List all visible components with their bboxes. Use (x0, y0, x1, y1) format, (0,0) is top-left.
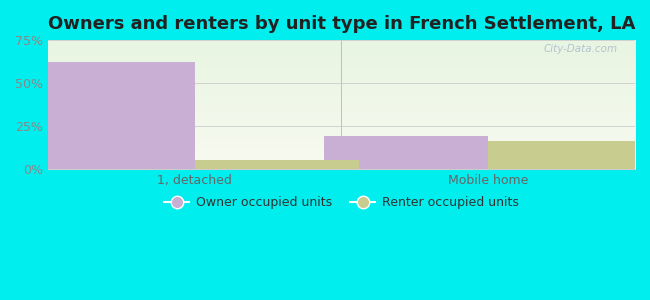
Bar (324, 136, 488, 169)
Bar (194, 160, 359, 169)
Text: City-Data.com: City-Data.com (543, 44, 618, 54)
Title: Owners and renters by unit type in French Settlement, LA: Owners and renters by unit type in Frenc… (47, 15, 635, 33)
Legend: Owner occupied units, Renter occupied units: Owner occupied units, Renter occupied un… (159, 191, 523, 214)
Bar (488, 141, 650, 169)
Bar (31, 62, 194, 169)
